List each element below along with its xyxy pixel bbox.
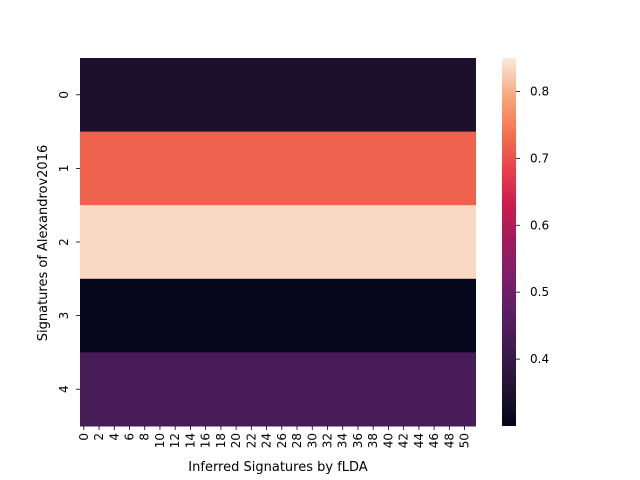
x-tick-label: 4 xyxy=(107,433,121,441)
x-tick-label: 34 xyxy=(336,433,350,448)
x-tick-label: 22 xyxy=(244,433,258,448)
x-tick-label: 48 xyxy=(442,433,456,448)
heatmap-row-3 xyxy=(80,278,476,353)
x-tick-label: 28 xyxy=(290,433,304,448)
x-tick-label: 46 xyxy=(427,433,441,448)
x-tick-label: 50 xyxy=(458,433,472,448)
colorbar-tick-label: 0.8 xyxy=(530,84,549,98)
colorbar-tick-label: 0.6 xyxy=(530,218,549,232)
y-axis-label: Signatures of Alexandrov2016 xyxy=(36,145,51,342)
x-tick-label: 16 xyxy=(199,433,213,448)
colorbar-tick-label: 0.4 xyxy=(530,352,549,366)
x-tick-label: 26 xyxy=(275,433,289,448)
x-axis-label: Inferred Signatures by fLDA xyxy=(188,460,368,475)
x-tick-label: 38 xyxy=(366,433,380,448)
colorbar-ticks: 0.4 0.5 0.6 0.7 0.8 xyxy=(516,84,549,366)
y-tick-label: 4 xyxy=(57,385,71,393)
y-tick-label: 3 xyxy=(57,312,71,320)
y-tick-label: 2 xyxy=(57,238,71,246)
x-tick-label: 6 xyxy=(123,433,137,441)
x-axis-ticks: 0 2 4 6 8 10 12 14 16 18 20 22 24 26 28 30 32 34 36 38 40 42 4… xyxy=(77,426,472,448)
x-tick-label: 8 xyxy=(138,433,152,441)
x-tick-label: 10 xyxy=(153,433,167,448)
x-tick-label: 24 xyxy=(260,433,274,448)
colorbar xyxy=(502,58,516,426)
heatmap-row-1 xyxy=(80,131,476,206)
colorbar-tick-label: 0.5 xyxy=(530,285,549,299)
x-tick-label: 36 xyxy=(351,433,365,448)
x-tick-label: 14 xyxy=(183,433,197,448)
x-tick-label: 30 xyxy=(305,433,319,448)
heatmap-row-4 xyxy=(80,352,476,427)
y-tick-label: 0 xyxy=(57,91,71,99)
x-tick-label: 44 xyxy=(412,433,426,448)
x-tick-label: 12 xyxy=(168,433,182,448)
x-tick-label: 2 xyxy=(92,433,106,441)
x-tick-label: 0 xyxy=(77,433,91,441)
x-tick-label: 42 xyxy=(397,433,411,448)
colorbar-tick-label: 0.7 xyxy=(530,151,549,165)
x-tick-label: 32 xyxy=(321,433,335,448)
x-tick-label: 18 xyxy=(214,433,228,448)
heatmap-row-0 xyxy=(80,58,476,133)
y-axis-ticks: 0 1 2 3 4 xyxy=(57,91,80,393)
x-tick-label: 20 xyxy=(229,433,243,448)
heatmap-row-2 xyxy=(80,205,476,280)
y-tick-label: 1 xyxy=(57,165,71,173)
heatmap-plot-area xyxy=(80,58,476,427)
x-tick-label: 40 xyxy=(381,433,395,448)
